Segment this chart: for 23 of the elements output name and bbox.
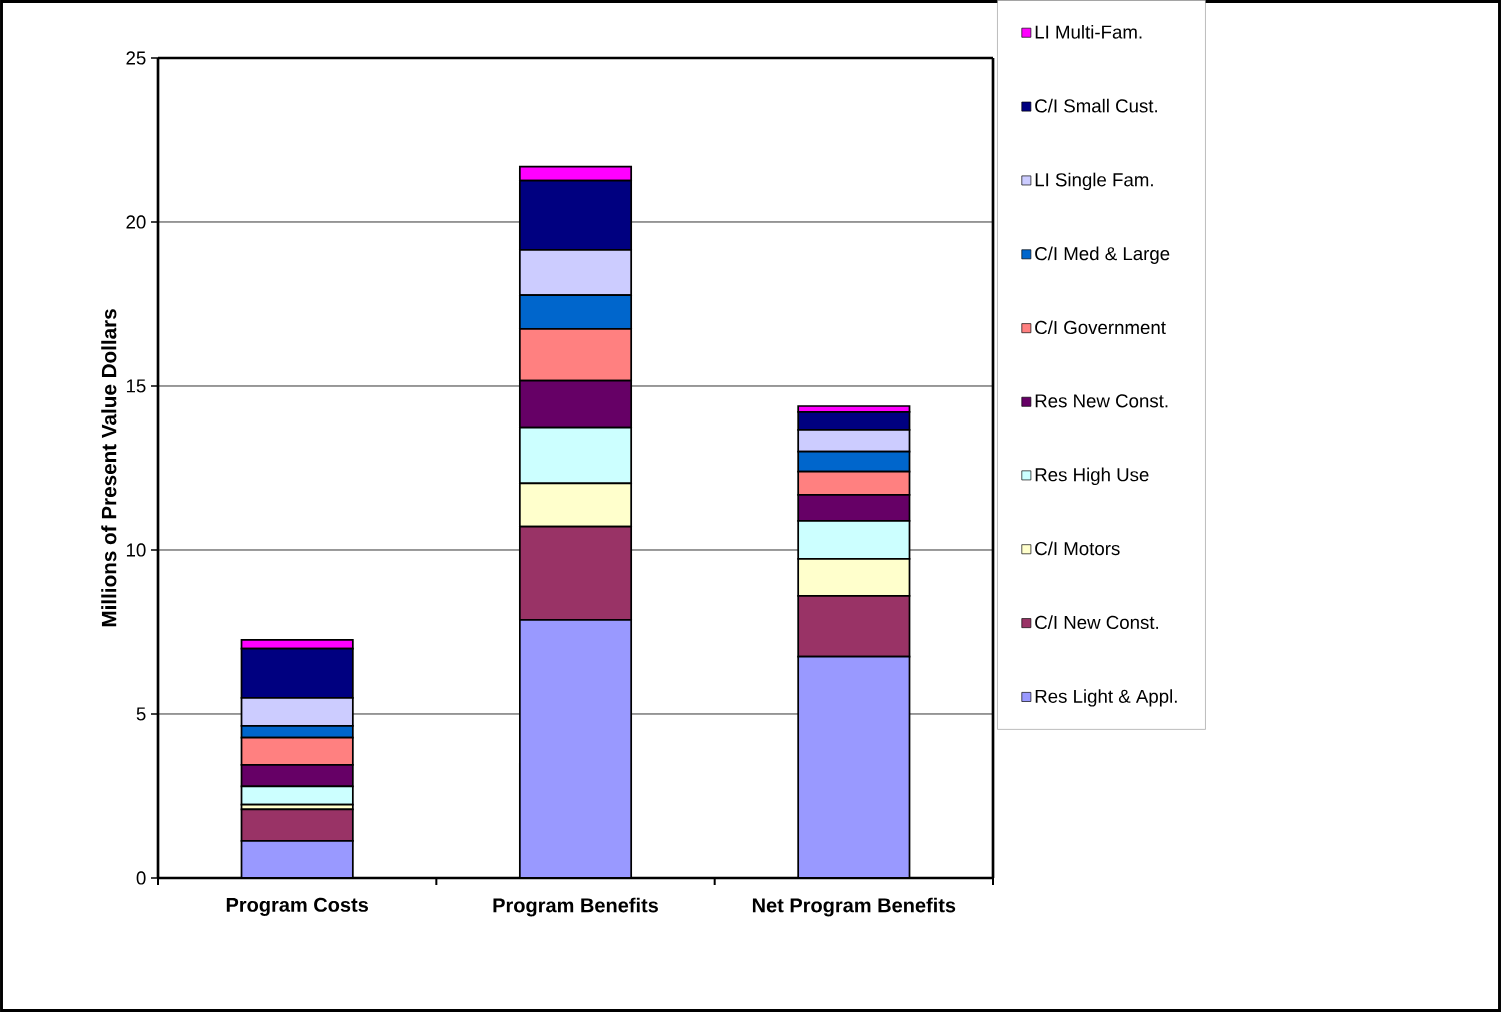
legend-label: Res Light & Appl. bbox=[1035, 689, 1177, 707]
y-tick-label: 5 bbox=[136, 707, 146, 721]
legend-label: C/I New Const. bbox=[1035, 615, 1159, 630]
legend-label: C/I Small Cust. bbox=[1035, 98, 1157, 113]
x-tick-label: Program Costs bbox=[226, 897, 368, 916]
x-tick-label: Program Benefits bbox=[493, 897, 658, 917]
bar bbox=[240, 840, 354, 878]
legend-label: Res High Use bbox=[1035, 467, 1149, 486]
legend-label: C/I Med & Large bbox=[1035, 246, 1170, 264]
legend-label: LI Multi-Fam. bbox=[1035, 24, 1142, 39]
legend-label: Res New Const. bbox=[1035, 394, 1168, 408]
legend-label: LI Single Fam. bbox=[1035, 172, 1153, 191]
y-tick-label: 10 bbox=[126, 543, 146, 557]
y-tick-label: 20 bbox=[126, 215, 146, 229]
legend-label: C/I Government bbox=[1035, 320, 1166, 335]
bar bbox=[518, 618, 633, 878]
bar bbox=[797, 655, 911, 878]
y-axis-title: Millions of Present Value Dollars bbox=[101, 309, 117, 627]
x-tick-label: Net Program Benefits bbox=[752, 897, 956, 917]
y-tick-label: 0 bbox=[136, 871, 146, 885]
y-tick-label: 15 bbox=[126, 379, 146, 393]
legend-label: C/I Motors bbox=[1035, 541, 1120, 556]
y-tick-label: 25 bbox=[126, 51, 146, 65]
